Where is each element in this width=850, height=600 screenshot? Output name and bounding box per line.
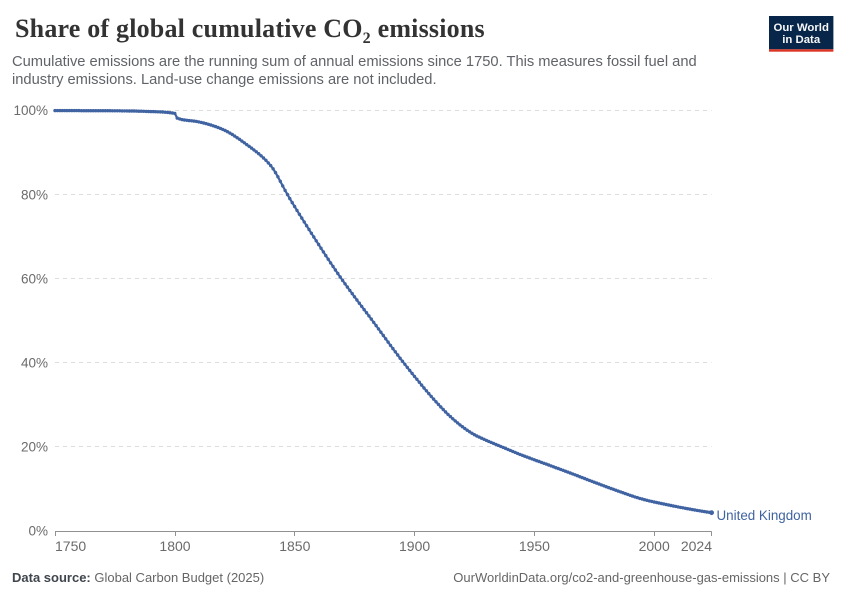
svg-text:Our World: Our World xyxy=(773,22,829,34)
svg-text:100%: 100% xyxy=(13,103,48,118)
svg-text:1800: 1800 xyxy=(159,538,190,554)
svg-text:1950: 1950 xyxy=(519,538,550,554)
svg-text:40%: 40% xyxy=(21,356,48,371)
svg-text:1750: 1750 xyxy=(55,538,86,554)
svg-text:0%: 0% xyxy=(28,524,48,539)
svg-text:in Data: in Data xyxy=(782,34,821,46)
svg-text:1850: 1850 xyxy=(279,538,310,554)
svg-text:2000: 2000 xyxy=(639,538,670,554)
svg-text:1900: 1900 xyxy=(399,538,430,554)
svg-text:60%: 60% xyxy=(21,271,48,286)
svg-text:80%: 80% xyxy=(21,187,48,202)
svg-text:20%: 20% xyxy=(21,440,48,455)
svg-text:2024: 2024 xyxy=(681,538,712,554)
